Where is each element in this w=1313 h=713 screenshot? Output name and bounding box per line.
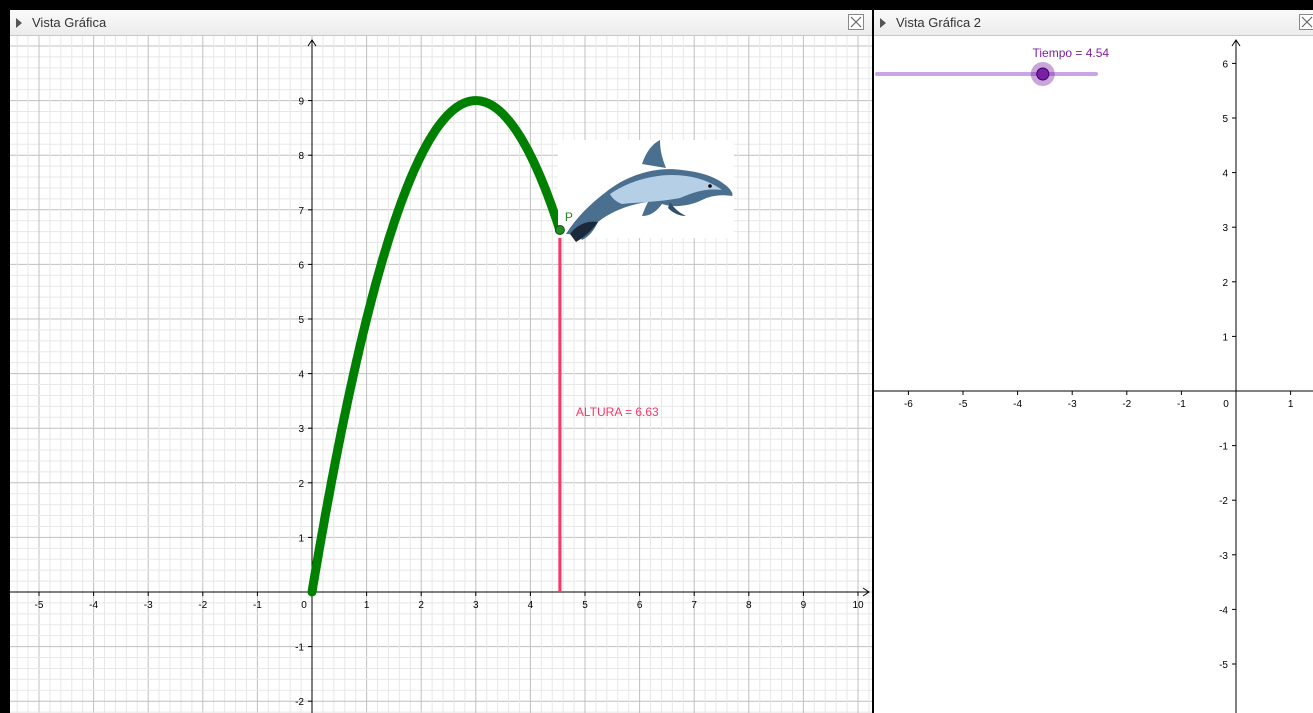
point-p-label: P [565,210,573,224]
y-tick-label: 4 [1222,169,1228,180]
y-tick-label: 5 [298,315,304,326]
y-tick-label: -2 [295,697,304,708]
y-tick-label: 4 [298,370,304,381]
x-tick-label: 3 [473,600,479,611]
axes [874,39,1313,713]
graphics-canvas-1[interactable]: -5 -4 -3 -2 -1 0 1 2 3 4 5 6 7 8 9 10 9 8 7 6 5 4 3 2 1 -1 -2 P A… [10,36,872,713]
x-tick-label: 1 [364,600,370,611]
y-tick-label: 8 [298,151,304,162]
x-tick-label: 1 [1288,399,1294,410]
y-tick-label: 5 [1222,114,1228,125]
x-tick-labels: -5 -4 -3 -2 -1 0 1 2 3 4 5 6 7 8 9 10 [35,592,864,611]
graphics-view-2[interactable]: Vista Gráfica 2 -6 -5 -4 -3 -2 -1 0 1 6 5 4 3 2 1 -1-… [874,10,1313,713]
y-tick-label: 9 [298,97,304,108]
close-icon[interactable] [848,14,864,30]
altura-label: ALTURA = 6.63 [576,405,659,419]
y-tick-label: -5 [1219,660,1228,671]
x-tick-label: 0 [301,600,307,611]
x-tick-label: 9 [801,600,807,611]
collapse-triangle-icon[interactable] [880,18,886,28]
x-tick-label: 6 [637,600,643,611]
trajectory-path [307,96,565,597]
y-tick-label: 7 [298,206,304,217]
x-tick-label: 4 [528,600,534,611]
x-tick-label: -2 [198,600,207,611]
y-tick-labels: 6 5 4 3 2 1 -1 -2 -3 -4 -5 [1219,59,1236,671]
x-tick-label: -2 [1122,399,1131,410]
y-tick-label: -3 [1219,551,1228,562]
x-tick-label: 2 [418,600,424,611]
graphics-view-1[interactable]: Vista Gráfica -5 -4 -3 -2 -1 0 1 2 3 4 5 6 7 8 9 10 9 8 7… [10,10,872,713]
x-tick-label: -4 [1013,399,1022,410]
dolphin-image [558,140,734,242]
x-tick-label: -5 [35,600,44,611]
x-tick-label: -4 [89,600,98,611]
close-icon[interactable] [1299,14,1313,30]
x-tick-labels: -6 -5 -4 -3 -2 -1 0 1 [904,391,1294,410]
y-tick-label: 3 [298,424,304,435]
y-tick-label: -4 [1219,605,1228,616]
point-p[interactable] [554,225,565,236]
axes [10,39,870,713]
y-tick-label: 2 [298,479,304,490]
x-tick-label: 0 [1223,399,1229,410]
y-tick-labels: 9 8 7 6 5 4 3 2 1 -1 -2 [295,97,312,708]
y-tick-label: 6 [298,260,304,271]
x-tick-label: -6 [904,399,913,410]
slider-label: Tiempo = 4.54 [1032,46,1109,60]
x-tick-label: 5 [582,600,588,611]
grid [10,36,872,713]
x-tick-label: 8 [746,600,752,611]
tiempo-slider[interactable]: Tiempo = 4.54 [875,46,1109,86]
x-tick-label: -1 [1177,399,1186,410]
x-tick-label: 7 [691,600,697,611]
view-1-titlebar: Vista Gráfica [10,10,872,36]
y-axis-arrow [307,39,317,47]
x-tick-label: 10 [852,600,864,611]
x-tick-label: -1 [253,600,262,611]
view-2-titlebar: Vista Gráfica 2 [874,10,1313,36]
trajectory-curve [307,96,565,597]
x-tick-label: -3 [1068,399,1077,410]
x-tick-label: -3 [144,600,153,611]
view-2-title: Vista Gráfica 2 [896,15,982,30]
y-tick-label: -1 [1219,442,1228,453]
y-tick-label: 3 [1222,223,1228,234]
y-tick-label: 6 [1222,59,1228,70]
y-axis-arrow [1231,39,1241,47]
y-tick-label: -1 [295,643,304,654]
slider-knob[interactable] [1036,67,1050,81]
collapse-triangle-icon[interactable] [16,18,22,28]
y-tick-label: 1 [298,533,304,544]
x-axis-arrow [862,587,870,597]
y-tick-label: 1 [1222,332,1228,343]
graphics-canvas-2[interactable]: -6 -5 -4 -3 -2 -1 0 1 6 5 4 3 2 1 -1 -2 -3 -4 -5 Tiempo =… [874,36,1313,713]
y-tick-label: 2 [1222,278,1228,289]
view-1-title: Vista Gráfica [32,15,107,30]
x-tick-label: -5 [959,399,968,410]
y-tick-label: -2 [1219,496,1228,507]
